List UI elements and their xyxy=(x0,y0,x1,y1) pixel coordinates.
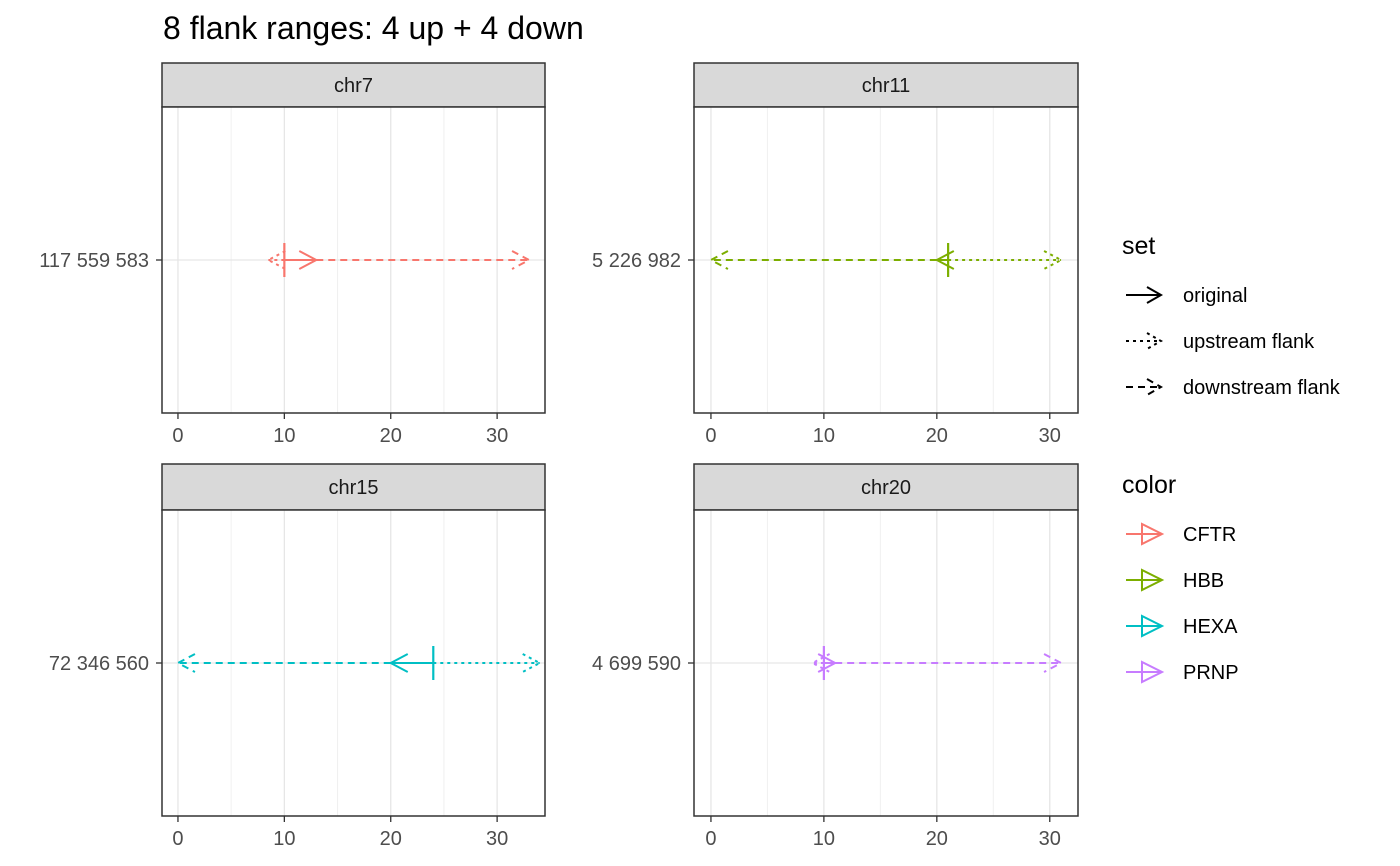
facet-strip-label: chr11 xyxy=(862,75,911,97)
chart-title: 8 flank ranges: 4 up + 4 down xyxy=(163,10,584,46)
x-tick-label: 20 xyxy=(926,425,948,447)
legend-color-title: color xyxy=(1122,471,1176,499)
facet-panel-chr20: chr20 0 10 20 30 4 699 590 xyxy=(592,463,1079,850)
facet-strip xyxy=(161,463,546,511)
facet-strip-label: chr20 xyxy=(861,477,911,499)
facet-strip-label: chr15 xyxy=(328,477,378,499)
x-tick-label: 20 xyxy=(380,828,402,850)
legend-key-arrowhead xyxy=(1141,660,1165,684)
x-tick-label: 0 xyxy=(705,425,716,447)
legend-color-label: HEXA xyxy=(1183,616,1238,638)
range-arrowhead xyxy=(1043,653,1064,673)
range-arrowhead xyxy=(708,250,729,270)
legend-color-label: PRNP xyxy=(1183,662,1239,684)
facet-panel-chr15: chr15 0 10 20 30 72 346 560 xyxy=(49,463,546,850)
x-tick-label: 0 xyxy=(172,828,183,850)
legend-key-arrowhead xyxy=(1141,568,1165,592)
x-tick-label: 10 xyxy=(813,425,835,447)
legend-key-arrowhead xyxy=(1146,286,1164,304)
legend-set-label: original xyxy=(1183,285,1247,307)
legend-key-arrowhead xyxy=(1146,378,1164,396)
legend-set-label: downstream flank xyxy=(1183,377,1341,399)
facet-strip xyxy=(161,62,546,108)
legend-key-arrowhead xyxy=(1141,522,1165,546)
legend-color: color CFTR HBB HEXA PRNP xyxy=(1122,471,1239,684)
facet-panel-chr7: chr7 0 10 20 30 117 559 583 xyxy=(39,62,546,447)
x-tick-label: 10 xyxy=(813,828,835,850)
legend-color-label: CFTR xyxy=(1183,524,1236,546)
range-arrowhead xyxy=(175,653,196,673)
x-tick-label: 0 xyxy=(705,828,716,850)
facet-strip xyxy=(693,62,1079,108)
facet-panel-chr11: chr11 0 10 20 30 5 226 982 xyxy=(592,62,1079,447)
range-arrowhead xyxy=(388,653,409,673)
legend-set-label: upstream flank xyxy=(1183,331,1315,353)
legend-set: set original upstream flank downstream flan… xyxy=(1122,232,1341,399)
x-tick-label: 30 xyxy=(486,425,508,447)
x-tick-label: 20 xyxy=(380,425,402,447)
legend-set-title: set xyxy=(1122,232,1155,260)
x-tick-label: 10 xyxy=(273,425,295,447)
x-tick-label: 30 xyxy=(486,828,508,850)
y-tick-label: 117 559 583 xyxy=(39,250,149,272)
range-arrowhead xyxy=(511,250,532,270)
legend-key-arrowhead xyxy=(1146,332,1164,350)
x-tick-label: 30 xyxy=(1039,828,1061,850)
legend-color-label: HBB xyxy=(1183,570,1224,592)
y-tick-label: 5 226 982 xyxy=(592,250,681,272)
x-tick-label: 0 xyxy=(172,425,183,447)
range-arrowhead xyxy=(298,250,319,270)
facet-strip-label: chr7 xyxy=(334,75,373,97)
facet-strip xyxy=(693,463,1079,511)
y-tick-label: 72 346 560 xyxy=(49,653,149,675)
x-tick-label: 30 xyxy=(1039,425,1061,447)
x-tick-label: 20 xyxy=(926,828,948,850)
y-tick-label: 4 699 590 xyxy=(592,653,681,675)
legend-key-arrowhead xyxy=(1141,614,1165,638)
x-tick-label: 10 xyxy=(273,828,295,850)
